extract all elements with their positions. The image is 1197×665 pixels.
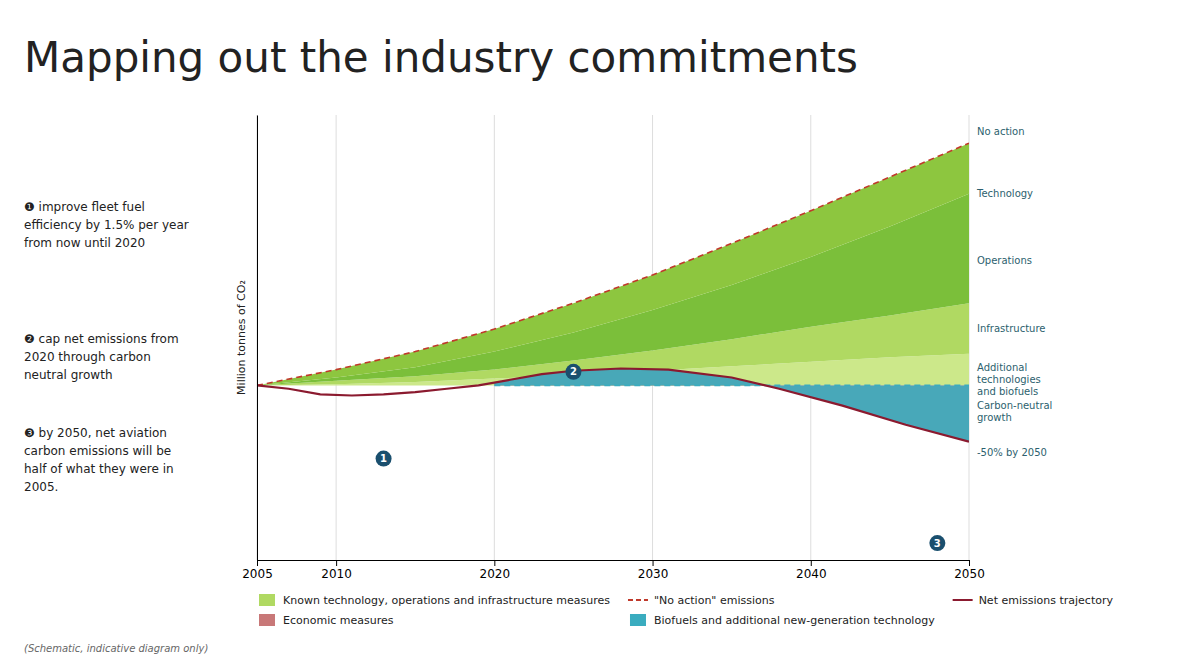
y-axis-line <box>257 116 258 561</box>
side-note-line: 2020 through carbon <box>24 350 151 364</box>
side-note: ❷ cap net emissions from 2020 through car… <box>24 332 179 382</box>
x-tick: 2050 <box>954 560 985 581</box>
right-label: Technology <box>976 188 1033 199</box>
title: Mapping out the industry commitments <box>24 33 858 82</box>
series-line <box>494 385 969 387</box>
series-line <box>257 143 969 385</box>
x-tick-mark <box>969 560 970 566</box>
chart-root: Mapping out the industry commitments 2005… <box>0 0 1197 665</box>
annotation-number: 1 <box>380 453 387 464</box>
x-axis-line <box>258 560 970 561</box>
right-label-line: growth <box>977 412 1012 423</box>
x-tick-mark <box>336 560 337 566</box>
plot-area <box>257 143 969 442</box>
x-tick-label: 2020 <box>480 567 511 581</box>
right-label-line: -50% by 2050 <box>977 447 1047 458</box>
right-label-line: Infrastructure <box>977 323 1045 334</box>
annotation-marker <box>376 451 392 467</box>
legend: Known technology, operations and infrast… <box>259 594 1113 627</box>
x-tick-label: 2005 <box>242 567 273 581</box>
right-label: Carbon-neutralgrowth <box>977 400 1052 423</box>
side-note-line: carbon emissions will be <box>24 444 171 458</box>
x-tick: 2020 <box>480 560 511 581</box>
post-area <box>494 368 969 441</box>
x-tick: 2030 <box>638 560 669 581</box>
x-tick-mark <box>257 560 258 566</box>
x-axis: 2005 2010 2020 2030 2040 2050 <box>242 560 985 581</box>
measure-area <box>494 368 969 441</box>
chart-svg: Mapping out the industry commitments 2005… <box>0 0 1197 665</box>
x-tick-mark <box>811 560 812 566</box>
right-label: Operations <box>977 255 1032 266</box>
right-label-line: Carbon-neutral <box>977 400 1052 411</box>
right-label: No action <box>977 126 1025 137</box>
legend-item: Economic measures <box>259 614 394 627</box>
annotation-marker <box>565 364 581 380</box>
side-note: ❶ improve fleet fuel efficiency by 1.5% p… <box>24 200 189 250</box>
annotation-number: 2 <box>570 366 577 377</box>
y-axis <box>257 116 258 561</box>
side-note-line: 2005. <box>24 480 58 494</box>
legend-swatch <box>259 594 275 606</box>
right-label-line: and biofuels <box>977 386 1038 397</box>
legend-item: Biofuels and additional new-generation t… <box>630 614 935 627</box>
side-note-line: neutral growth <box>24 368 113 382</box>
side-note-line: from now until 2020 <box>24 236 145 250</box>
legend-swatch <box>630 614 646 626</box>
right-label-line: No action <box>977 126 1025 137</box>
series-line <box>257 368 969 441</box>
right-label: Additionaltechnologiesand biofuels <box>977 362 1041 397</box>
annotation-number: 3 <box>934 538 941 549</box>
side-note-line: ❶ improve fleet fuel <box>24 200 145 214</box>
x-tick: 2040 <box>796 560 827 581</box>
legend-label: Biofuels and additional new-generation t… <box>654 614 935 627</box>
x-tick-label: 2030 <box>638 567 669 581</box>
x-tick-mark <box>494 560 495 566</box>
y-axis-title: Million tonnes of CO₂ <box>235 280 248 395</box>
x-tick: 2005 <box>242 560 273 581</box>
footnote: (Schematic, indicative diagram only) <box>24 643 208 654</box>
grid-line <box>336 115 337 560</box>
grid <box>257 115 969 560</box>
side-note-line: ❷ cap net emissions from <box>24 332 179 346</box>
right-label-line: technologies <box>977 374 1041 385</box>
legend-swatch <box>628 599 648 601</box>
legend-swatch <box>259 614 275 626</box>
legend-label: Economic measures <box>283 614 394 627</box>
legend-label: Net emissions trajectory <box>979 594 1114 607</box>
right-label: Infrastructure <box>977 323 1045 334</box>
x-tick-label: 2010 <box>321 567 352 581</box>
legend-swatch <box>953 599 973 601</box>
right-label-line: Additional <box>977 362 1027 373</box>
grid-line <box>257 115 258 560</box>
right-label: -50% by 2050 <box>977 447 1047 458</box>
x-tick-label: 2040 <box>796 567 827 581</box>
side-note-line: half of what they were in <box>24 462 174 476</box>
side-note: ❸ by 2050, net aviation carbon emissions … <box>24 426 174 494</box>
band-area <box>257 143 969 385</box>
x-tick-mark <box>653 560 654 566</box>
annotation-marker <box>929 535 945 551</box>
legend-item: "No action" emissions <box>628 594 775 607</box>
legend-label: "No action" emissions <box>654 594 775 607</box>
side-note-line: ❸ by 2050, net aviation <box>24 426 167 440</box>
side-note-line: efficiency by 1.5% per year <box>24 218 189 232</box>
legend-item: Net emissions trajectory <box>953 594 1114 607</box>
legend-item: Known technology, operations and infrast… <box>259 594 610 607</box>
x-tick-label: 2050 <box>954 567 985 581</box>
right-label-line: Technology <box>976 188 1033 199</box>
measure-area <box>494 368 969 441</box>
right-label-line: Operations <box>977 255 1032 266</box>
x-tick: 2010 <box>321 560 352 581</box>
legend-label: Known technology, operations and infrast… <box>283 594 610 607</box>
annotations: ❶ improve fleet fuel efficiency by 1.5% p… <box>24 126 1052 551</box>
